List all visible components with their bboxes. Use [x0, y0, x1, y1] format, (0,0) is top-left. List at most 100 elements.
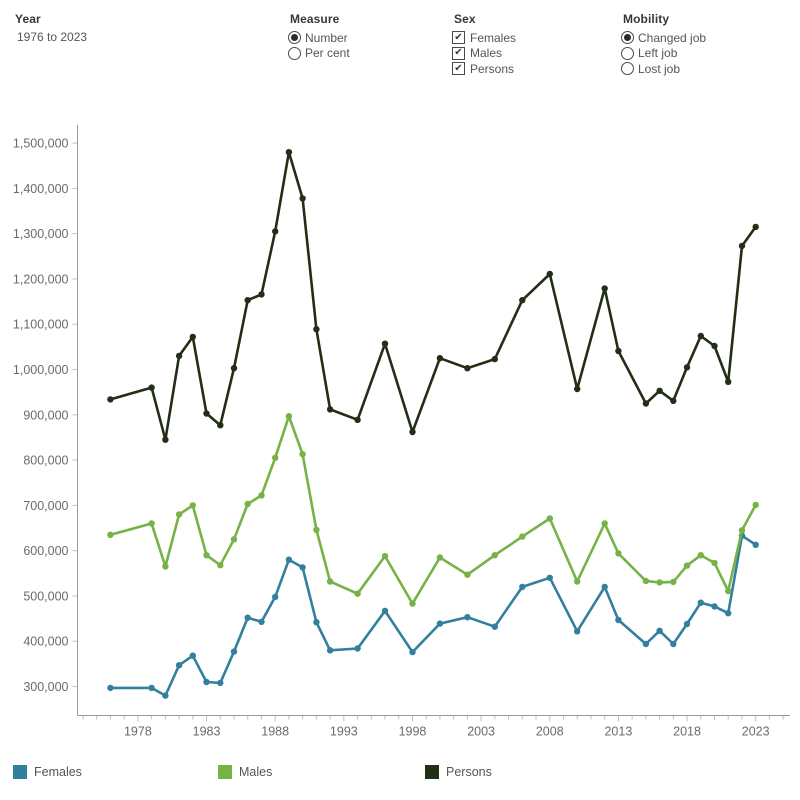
data-point-persons[interactable] [409, 428, 416, 436]
data-point-persons[interactable] [574, 385, 581, 393]
checkbox-option-males[interactable]: Males [452, 46, 516, 62]
data-point-males[interactable] [436, 554, 444, 561]
data-point-males[interactable] [272, 454, 279, 461]
data-point-males[interactable] [148, 520, 155, 527]
data-point-persons[interactable] [738, 242, 746, 250]
data-point-males[interactable] [107, 531, 114, 538]
data-point-males[interactable] [752, 501, 759, 509]
data-point-persons[interactable] [546, 270, 553, 278]
data-point-females[interactable] [436, 620, 444, 627]
data-point-males[interactable] [354, 590, 361, 597]
data-point-females[interactable] [189, 652, 196, 659]
data-point-females[interactable] [574, 628, 581, 635]
data-point-females[interactable] [203, 678, 210, 686]
checkbox-icon[interactable] [452, 62, 465, 76]
data-point-persons[interactable] [752, 223, 759, 231]
data-point-males[interactable] [519, 533, 526, 540]
series-line-persons[interactable] [109, 150, 758, 442]
data-point-persons[interactable] [464, 365, 471, 372]
data-point-males[interactable] [670, 578, 677, 586]
data-point-females[interactable] [601, 583, 608, 591]
data-point-persons[interactable] [189, 333, 196, 341]
radio-icon[interactable] [288, 31, 301, 45]
data-point-males[interactable] [725, 587, 732, 595]
data-point-females[interactable] [272, 593, 279, 601]
data-point-females[interactable] [354, 645, 361, 652]
data-point-males[interactable] [299, 451, 306, 458]
data-point-persons[interactable] [615, 347, 622, 355]
data-point-males[interactable] [162, 563, 169, 570]
radio-icon[interactable] [621, 31, 634, 45]
data-point-persons[interactable] [656, 387, 663, 394]
data-point-males[interactable] [656, 579, 663, 586]
radio-option-lost-job[interactable]: Lost job [621, 61, 706, 77]
legend-item-males[interactable]: Males [218, 765, 272, 779]
data-point-females[interactable] [491, 623, 498, 630]
data-point-persons[interactable] [354, 416, 361, 423]
checkbox-option-females[interactable]: Females [452, 30, 516, 46]
line-chart[interactable]: 300,000 400,000 500,000 600,000 700,000 800,0… [0, 100, 800, 760]
data-point-females[interactable] [175, 662, 183, 669]
data-point-females[interactable] [299, 564, 306, 571]
data-point-females[interactable] [670, 640, 677, 648]
data-point-males[interactable] [285, 413, 293, 420]
data-point-females[interactable] [725, 610, 732, 617]
data-point-females[interactable] [217, 679, 224, 687]
radio-icon[interactable] [621, 46, 634, 60]
data-point-males[interactable] [258, 492, 265, 499]
data-point-persons[interactable] [148, 384, 155, 391]
data-point-males[interactable] [464, 571, 471, 578]
data-point-males[interactable] [217, 562, 224, 569]
data-point-females[interactable] [230, 648, 238, 655]
radio-option-per-cent[interactable]: Per cent [288, 46, 350, 62]
data-point-males[interactable] [601, 520, 608, 527]
data-point-persons[interactable] [272, 228, 279, 235]
data-point-females[interactable] [711, 603, 718, 610]
data-point-persons[interactable] [258, 291, 265, 298]
data-point-males[interactable] [546, 515, 553, 522]
data-point-males[interactable] [574, 578, 581, 585]
data-point-persons[interactable] [725, 378, 732, 385]
data-point-females[interactable] [752, 541, 759, 548]
data-point-persons[interactable] [217, 422, 224, 429]
data-point-persons[interactable] [326, 406, 334, 413]
data-point-males[interactable] [189, 502, 196, 509]
data-point-persons[interactable] [313, 326, 320, 333]
data-point-males[interactable] [738, 527, 746, 534]
data-point-persons[interactable] [711, 342, 718, 350]
data-point-males[interactable] [230, 536, 238, 543]
data-point-persons[interactable] [670, 397, 677, 404]
data-point-males[interactable] [381, 552, 389, 560]
data-point-males[interactable] [711, 559, 718, 567]
data-point-persons[interactable] [230, 365, 238, 372]
data-point-females[interactable] [615, 616, 622, 624]
legend-item-females[interactable]: Females [13, 765, 82, 779]
data-point-persons[interactable] [175, 352, 183, 360]
data-point-females[interactable] [642, 640, 650, 648]
radio-icon[interactable] [621, 62, 634, 76]
checkbox-option-persons[interactable]: Persons [452, 61, 516, 77]
data-point-males[interactable] [642, 577, 650, 585]
data-point-males[interactable] [326, 578, 334, 585]
checkbox-icon[interactable] [452, 46, 465, 60]
radio-option-number[interactable]: Number [288, 30, 350, 46]
data-point-females[interactable] [656, 627, 663, 634]
data-point-persons[interactable] [203, 410, 210, 417]
radio-option-changed-job[interactable]: Changed job [621, 30, 706, 46]
data-point-females[interactable] [258, 618, 265, 625]
data-point-females[interactable] [464, 614, 471, 621]
radio-icon[interactable] [288, 46, 301, 60]
data-point-males[interactable] [697, 552, 704, 559]
data-point-females[interactable] [546, 574, 553, 581]
data-point-persons[interactable] [601, 285, 608, 292]
data-point-persons[interactable] [162, 436, 169, 443]
data-point-males[interactable] [409, 600, 416, 607]
radio-option-left-job[interactable]: Left job [621, 46, 706, 62]
data-point-females[interactable] [381, 607, 389, 615]
data-point-females[interactable] [409, 648, 416, 656]
data-point-females[interactable] [162, 692, 169, 699]
data-point-males[interactable] [491, 552, 498, 559]
series-line-males[interactable] [109, 414, 758, 605]
data-point-persons[interactable] [244, 297, 251, 304]
data-point-persons[interactable] [107, 396, 114, 403]
